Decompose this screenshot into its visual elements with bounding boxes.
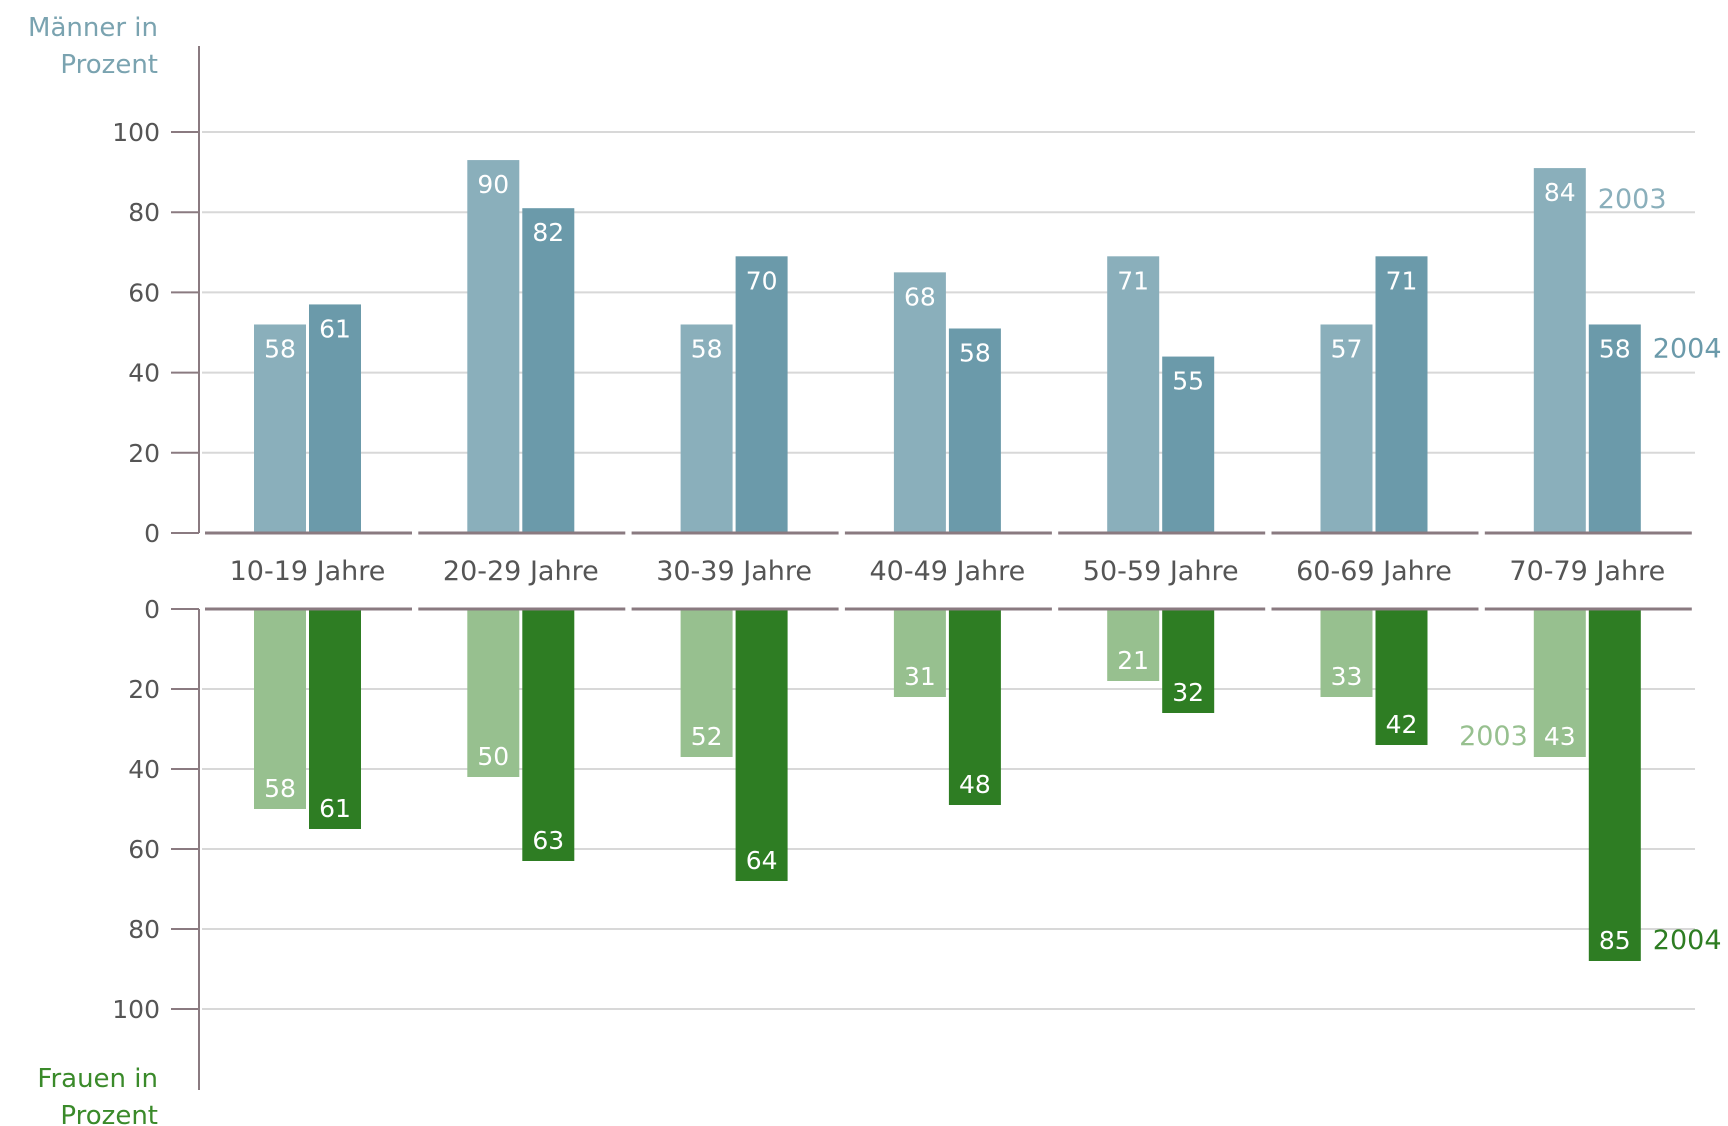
bar-label-bottom-2003-2: 52: [691, 722, 723, 751]
bar-label-top-2004-2: 70: [746, 266, 778, 295]
bar-label-bottom-2004-2: 64: [746, 846, 778, 875]
series-label-top-2004: 2004: [1653, 333, 1722, 364]
bar-label-bottom-2003-5: 33: [1331, 662, 1363, 691]
bar-bottom-2004-3: [948, 609, 1001, 805]
bar-bottom-2004-5: [1375, 609, 1428, 745]
bar-top-2003-4: [1107, 256, 1160, 533]
tick-label-bottom-60: 60: [128, 835, 160, 864]
tick-label-bottom-20: 20: [128, 675, 160, 704]
bar-label-bottom-2004-5: 42: [1386, 710, 1418, 739]
bar-label-bottom-2004-4: 32: [1172, 678, 1204, 707]
bar-label-bottom-2003-6: 43: [1544, 722, 1576, 751]
bar-label-bottom-2003-3: 31: [904, 662, 936, 691]
bar-top-2004-0: [309, 304, 361, 533]
bar-bottom-2003-4: [1107, 609, 1160, 681]
bar-label-top-2003-3: 68: [904, 282, 936, 311]
bar-top-2004-1: [522, 208, 575, 533]
bar-label-top-2004-4: 55: [1172, 367, 1204, 396]
bar-top-2003-0: [254, 324, 306, 533]
axis-title-top-line1: Männer in: [28, 13, 158, 43]
category-label-4: 50-59 Jahre: [1083, 556, 1239, 587]
tick-label-bottom-100: 100: [112, 995, 160, 1024]
bar-label-top-2003-6: 84: [1544, 178, 1576, 207]
bar-top-2003-6: [1533, 168, 1586, 533]
bar-bottom-2003-0: [254, 609, 306, 809]
tick-label-top-80: 80: [128, 198, 160, 227]
bar-bottom-2004-2: [735, 609, 788, 881]
bar-label-top-2004-0: 61: [319, 314, 351, 343]
bar-bottom-2003-5: [1320, 609, 1373, 697]
bar-label-top-2004-3: 58: [959, 338, 991, 367]
tick-label-top-100: 100: [112, 118, 160, 147]
bar-top-2004-3: [948, 328, 1001, 533]
bar-label-top-2003-1: 90: [477, 170, 509, 199]
bar-top-2003-2: [680, 324, 733, 533]
series-label-top-2003: 2003: [1598, 184, 1667, 215]
bar-top-2003-5: [1320, 324, 1373, 533]
bar-bottom-2003-2: [680, 609, 733, 757]
bar-label-top-2003-5: 57: [1331, 334, 1363, 363]
bar-label-top-2004-6: 58: [1599, 334, 1631, 363]
bar-label-bottom-2003-1: 50: [477, 742, 509, 771]
tick-label-top-20: 20: [128, 439, 160, 468]
bar-label-top-2003-0: 58: [264, 334, 296, 363]
bar-bottom-2003-3: [893, 609, 946, 697]
bar-bottom-2003-6: [1533, 609, 1586, 757]
bar-top-2003-3: [893, 272, 946, 533]
bar-label-bottom-2003-4: 21: [1117, 646, 1149, 675]
bar-bottom-2004-0: [309, 609, 361, 829]
category-label-0: 10-19 Jahre: [230, 556, 386, 587]
axis-title-bottom-line2: Prozent: [60, 1101, 158, 1126]
bar-bottom-2004-1: [522, 609, 575, 861]
bar-label-bottom-2004-0: 61: [319, 794, 351, 823]
bar-bottom-2004-4: [1162, 609, 1215, 713]
tick-label-bottom-0: 0: [144, 595, 160, 624]
bar-top-2004-2: [735, 256, 788, 533]
axis-title-bottom-line1: Frauen in: [37, 1064, 158, 1094]
category-label-6: 70-79 Jahre: [1509, 556, 1665, 587]
category-label-3: 40-49 Jahre: [870, 556, 1026, 587]
bar-bottom-2003-1: [467, 609, 520, 777]
tick-label-top-0: 0: [144, 519, 160, 548]
bar-top-2003-1: [467, 160, 520, 533]
bar-label-top-2003-2: 58: [691, 334, 723, 363]
bar-bottom-2004-6: [1588, 609, 1641, 961]
series-label-bottom-2004: 2004: [1653, 925, 1722, 956]
bar-top-2004-5: [1375, 256, 1428, 533]
bar-label-bottom-2004-1: 63: [532, 826, 564, 855]
tick-label-top-40: 40: [128, 359, 160, 388]
axis-title-top-line2: Prozent: [60, 50, 158, 80]
category-label-2: 30-39 Jahre: [656, 556, 812, 587]
series-label-bottom-2003: 2003: [1459, 721, 1528, 752]
bar-label-top-2003-4: 71: [1117, 266, 1149, 295]
bar-label-bottom-2003-0: 58: [264, 774, 296, 803]
tick-label-top-60: 60: [128, 278, 160, 307]
tick-label-bottom-80: 80: [128, 915, 160, 944]
bar-label-bottom-2004-6: 85: [1599, 926, 1631, 955]
bar-top-2004-4: [1162, 356, 1215, 533]
bar-label-top-2004-5: 71: [1386, 266, 1418, 295]
category-label-1: 20-29 Jahre: [443, 556, 599, 587]
category-label-5: 60-69 Jahre: [1296, 556, 1452, 587]
bar-label-bottom-2004-3: 48: [959, 770, 991, 799]
bar-label-top-2004-1: 82: [532, 218, 564, 247]
tick-label-bottom-40: 40: [128, 755, 160, 784]
bar-top-2004-6: [1588, 324, 1641, 533]
